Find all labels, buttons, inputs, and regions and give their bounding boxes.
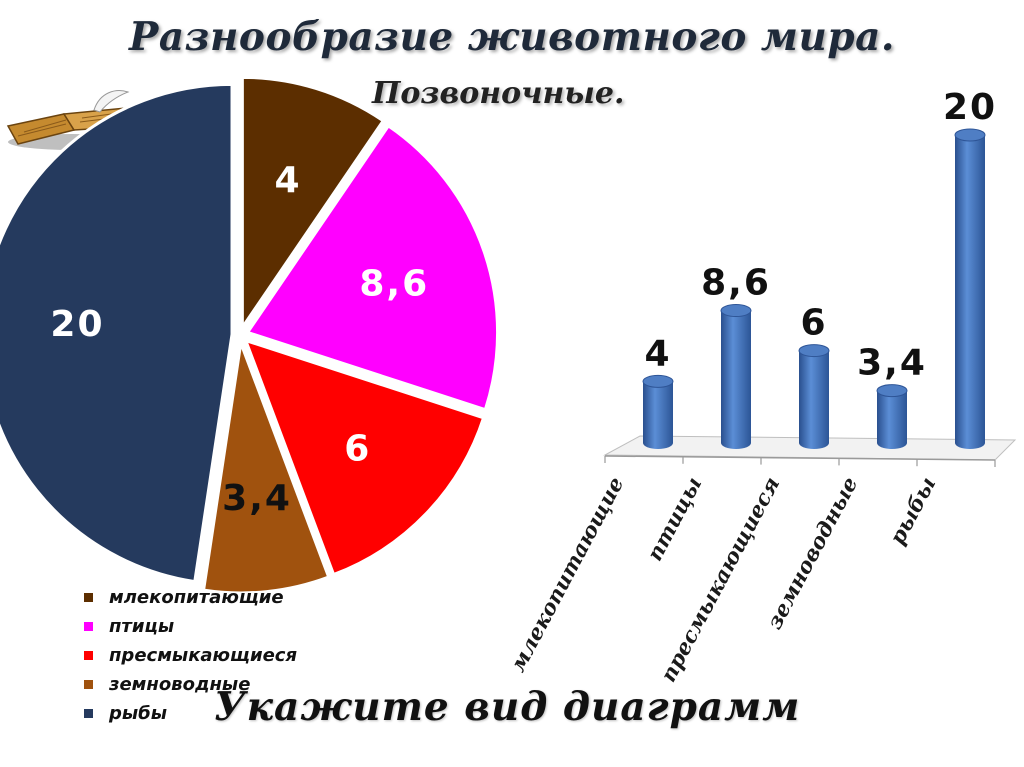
bar (720, 304, 752, 449)
pie-slice (240, 75, 386, 333)
pie-data-label: 4 (275, 160, 302, 201)
legend-item: рыбы (84, 699, 297, 728)
bar-data-label: 8,6 (701, 263, 771, 304)
bar-data-label: 6 (800, 303, 827, 344)
bar (798, 344, 830, 449)
legend-item: млекопитающие (84, 583, 297, 612)
bar-data-label: 3,4 (857, 343, 927, 384)
legend-swatch (84, 622, 93, 631)
legend-label: рыбы (109, 703, 168, 724)
legend-item: птицы (84, 612, 297, 641)
pie-data-label: 8,6 (359, 263, 429, 304)
legend-label: млекопитающие (109, 587, 284, 608)
x-axis-category-label: рыбы (884, 473, 940, 549)
pie-chart: 4 8,6 6 3,4 20 (0, 75, 500, 595)
legend-label: пресмыкающиеся (109, 645, 297, 666)
slide-subtitle: Позвоночные. (372, 76, 625, 111)
legend-swatch (84, 593, 93, 602)
pie-slice (243, 338, 486, 577)
pie-data-label: 20 (50, 304, 104, 345)
slide-title: Разнообразие животного мира. (129, 14, 895, 60)
bar (876, 384, 908, 449)
legend-item: земноводные (84, 670, 297, 699)
pie-slice (0, 82, 234, 584)
pie-data-label: 3,4 (222, 478, 292, 519)
legend-label: птицы (109, 616, 175, 637)
bar-data-label: 4 (644, 333, 671, 374)
bar (642, 374, 674, 449)
legend-swatch (84, 709, 93, 718)
legend-swatch (84, 680, 93, 689)
pie-legend: млекопитающие птицы пресмыкающиеся земно… (84, 583, 297, 728)
pie-slice (201, 337, 331, 595)
bar (954, 128, 986, 449)
x-axis-category-label: птицы (642, 473, 707, 565)
legend-label: земноводные (109, 674, 251, 695)
x-axis-category-label: млекопитающие (505, 473, 629, 676)
bar-data-label: 20 (943, 87, 997, 128)
x-axis (604, 455, 996, 461)
pie-data-label: 6 (344, 429, 371, 470)
legend-swatch (84, 651, 93, 660)
question-text: Укажите вид диаграмм (214, 684, 801, 730)
pie-slice (245, 123, 500, 412)
legend-item: пресмыкающиеся (84, 641, 297, 670)
